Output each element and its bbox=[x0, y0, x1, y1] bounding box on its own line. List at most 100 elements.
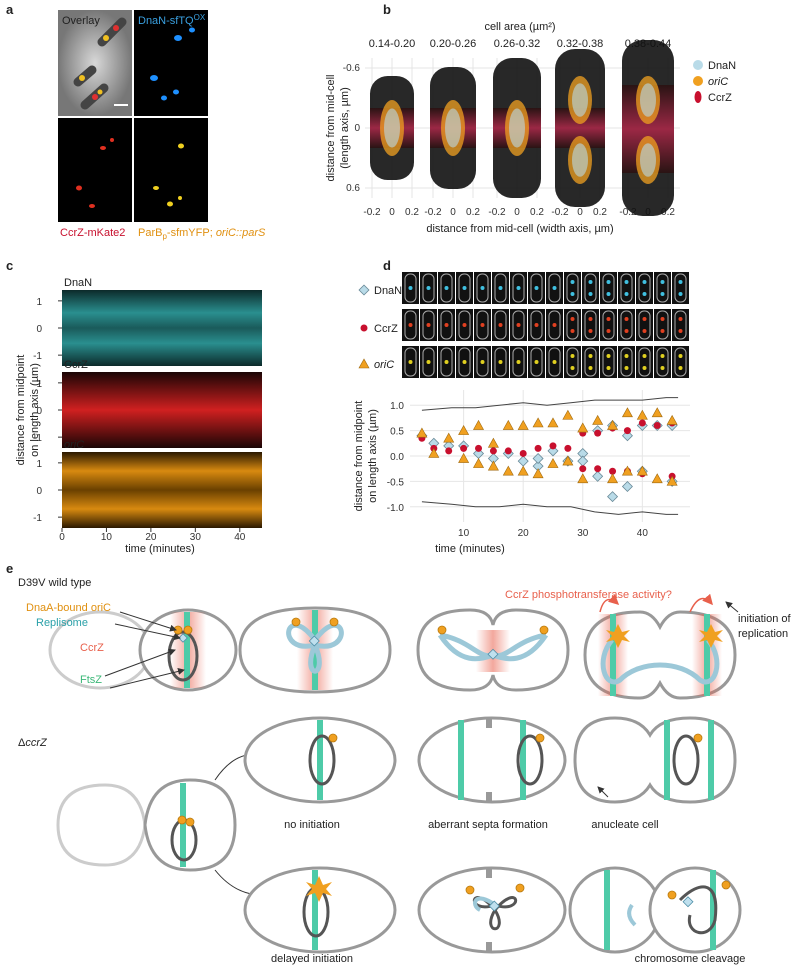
spot bbox=[534, 360, 539, 364]
channel-label: Overlay bbox=[62, 15, 100, 27]
cell-outline bbox=[620, 347, 633, 377]
spot-cloud bbox=[640, 143, 656, 177]
point bbox=[517, 455, 529, 467]
text: -sfmYFP; bbox=[167, 227, 216, 239]
legend-label: DnaN bbox=[374, 285, 402, 297]
spot-cloud bbox=[640, 83, 656, 117]
axis-title: on length axis (µm) bbox=[367, 409, 379, 503]
cell-outline bbox=[656, 273, 669, 303]
point bbox=[666, 414, 678, 425]
spot bbox=[570, 292, 575, 296]
point bbox=[428, 447, 440, 458]
point bbox=[517, 419, 529, 430]
point bbox=[458, 424, 470, 435]
point bbox=[547, 417, 559, 428]
point bbox=[577, 455, 589, 467]
cell-outline bbox=[476, 310, 489, 340]
point bbox=[549, 442, 557, 450]
point bbox=[502, 419, 514, 430]
spot bbox=[588, 292, 593, 296]
text: Δ bbox=[18, 737, 26, 749]
spot bbox=[516, 286, 521, 290]
cell-outline bbox=[530, 273, 543, 303]
point bbox=[502, 465, 514, 476]
x-tick-label: 0.2 bbox=[593, 207, 607, 218]
bin-label: 0.14-0.20 bbox=[369, 38, 415, 50]
point bbox=[562, 455, 574, 466]
axis-title: distance from mid-cell (width axis, µm) bbox=[426, 223, 613, 235]
point bbox=[666, 475, 678, 486]
text: DnaN-sfTQ bbox=[138, 15, 194, 27]
caption: chromosome cleavage bbox=[635, 953, 746, 965]
cell-outline bbox=[404, 310, 417, 340]
spot bbox=[570, 366, 575, 370]
band-label: oriC bbox=[64, 439, 84, 451]
x-tick-label: 0 bbox=[450, 207, 456, 218]
spot bbox=[588, 280, 593, 284]
spot bbox=[588, 317, 593, 321]
legend-label: CcrZ bbox=[374, 323, 398, 335]
point bbox=[564, 444, 572, 452]
frame bbox=[672, 272, 689, 304]
point bbox=[651, 407, 663, 418]
callout: CcrZ bbox=[80, 642, 104, 654]
cell-outline bbox=[674, 273, 687, 303]
cell-outline bbox=[440, 347, 453, 377]
spot bbox=[552, 323, 557, 327]
bin-label: 0.20-0.26 bbox=[430, 38, 476, 50]
cell-outline bbox=[638, 273, 651, 303]
x-tick-label: 30 bbox=[190, 532, 202, 543]
spot bbox=[426, 360, 431, 364]
point bbox=[443, 440, 455, 452]
spot bbox=[498, 360, 503, 364]
spot bbox=[588, 329, 593, 333]
frame bbox=[654, 272, 671, 304]
spot bbox=[516, 360, 521, 364]
spot bbox=[606, 317, 611, 321]
spot bbox=[480, 360, 485, 364]
spot bbox=[480, 323, 485, 327]
spot-cloud bbox=[445, 108, 461, 148]
spot bbox=[660, 354, 665, 358]
spot bbox=[462, 323, 467, 327]
point bbox=[487, 437, 499, 448]
point bbox=[592, 414, 604, 425]
legend-marker bbox=[694, 91, 702, 103]
cell-outline bbox=[584, 347, 597, 377]
x-tick-label: 40 bbox=[637, 528, 649, 539]
y-tick-label: 0 bbox=[36, 486, 42, 497]
y-tick-label: 0.0 bbox=[390, 452, 404, 463]
annotation: initiation of bbox=[738, 613, 792, 625]
frame bbox=[564, 272, 581, 304]
x-tick-label: 30 bbox=[577, 528, 589, 539]
point bbox=[489, 447, 497, 455]
spot bbox=[678, 329, 683, 333]
cell-outline bbox=[674, 310, 687, 340]
section-title: D39V wild type bbox=[18, 577, 91, 589]
caption: aberrant septa formation bbox=[428, 819, 548, 831]
legend-label: oriC bbox=[708, 76, 728, 88]
panel-label: a bbox=[6, 2, 14, 17]
schematic-wild-type bbox=[48, 593, 739, 700]
spot bbox=[660, 292, 665, 296]
point bbox=[609, 467, 617, 475]
callout: Replisome bbox=[36, 617, 88, 629]
point bbox=[532, 453, 544, 465]
annotation: CcrZ phosphotransferase activity? bbox=[505, 589, 672, 601]
cell-outline bbox=[476, 273, 489, 303]
point bbox=[473, 457, 485, 468]
spot bbox=[642, 280, 647, 284]
spot bbox=[624, 292, 629, 296]
legend-label: oriC bbox=[374, 359, 394, 371]
cell-outline bbox=[530, 347, 543, 377]
cell-outline bbox=[584, 273, 597, 303]
point bbox=[532, 417, 544, 428]
cell-outline bbox=[440, 273, 453, 303]
spot bbox=[606, 354, 611, 358]
frame bbox=[600, 309, 617, 341]
cell-outline bbox=[602, 273, 615, 303]
point bbox=[579, 465, 587, 473]
channel-label: ParBp-sfmYFP; oriC::parS bbox=[138, 227, 266, 241]
frame bbox=[672, 346, 689, 378]
